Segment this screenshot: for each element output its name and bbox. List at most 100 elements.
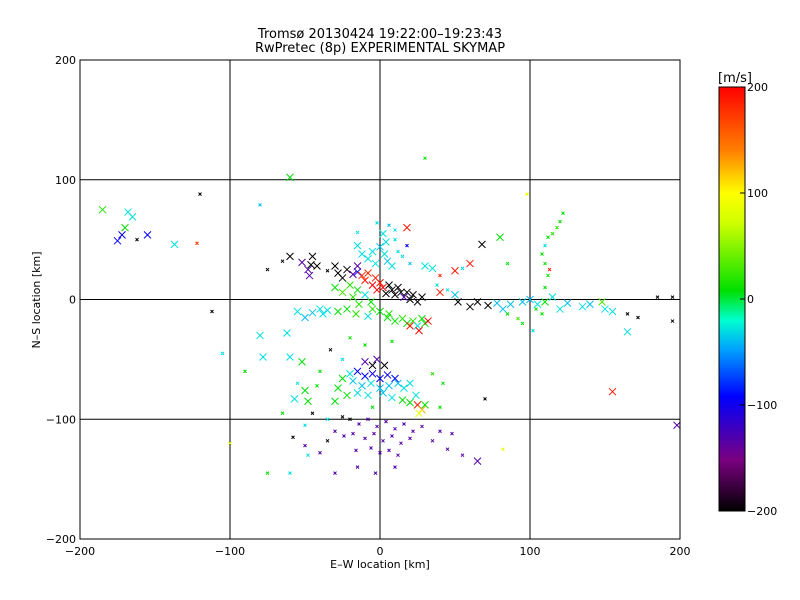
marker-stroke: [338, 374, 347, 383]
echo-marker-large: [388, 262, 396, 270]
marker-stroke: [316, 305, 324, 313]
marker-stroke: [393, 228, 397, 232]
marker-stroke: [290, 395, 299, 403]
echo-marker: [543, 243, 547, 248]
echo-marker: [561, 211, 565, 216]
echo-marker-large: [113, 236, 122, 245]
marker-stroke: [376, 242, 384, 251]
echo-marker: [531, 328, 535, 333]
marker-stroke: [121, 223, 129, 232]
echo-marker-large: [358, 381, 366, 390]
echo-marker-large: [331, 397, 339, 406]
echo-marker: [441, 381, 445, 386]
marker-stroke: [375, 221, 379, 225]
echo-marker-large: [338, 288, 347, 297]
echo-marker-large: [409, 290, 417, 299]
echo-marker-large: [400, 384, 408, 392]
echo-marker: [438, 405, 442, 410]
marker-stroke: [363, 343, 367, 347]
marker-stroke: [454, 298, 462, 306]
marker-stroke: [354, 448, 358, 453]
echo-marker-large: [403, 288, 411, 297]
marker-stroke: [400, 293, 408, 301]
echo-marker-large: [143, 230, 152, 239]
echo-marker-large: [353, 268, 362, 276]
y-tick-label: 100: [55, 174, 76, 187]
marker-stroke: [358, 271, 366, 280]
marker-stroke: [265, 267, 270, 272]
echo-marker-large: [382, 289, 390, 298]
marker-stroke: [421, 262, 429, 270]
marker-stroke: [331, 283, 339, 292]
marker-stroke: [349, 293, 357, 301]
colorbar-tick-label: −100: [747, 399, 777, 412]
echo-marker: [636, 315, 640, 320]
marker-stroke: [623, 327, 632, 336]
echo-marker-large: [376, 374, 384, 383]
echo-marker-large: [298, 357, 306, 366]
marker-stroke: [424, 317, 432, 325]
marker-stroke: [598, 298, 606, 306]
marker-stroke: [325, 417, 330, 422]
echo-marker-large: [586, 300, 594, 309]
marker-stroke: [135, 237, 139, 242]
echo-marker: [310, 411, 315, 416]
chart-title: Tromsø 20130424 19:22:00–19:23:43: [257, 27, 502, 42]
marker-stroke: [118, 230, 126, 239]
marker-stroke: [338, 288, 347, 297]
echo-marker: [306, 453, 310, 458]
marker-stroke: [357, 422, 361, 426]
marker-stroke: [353, 367, 362, 376]
echo-marker-large: [376, 307, 384, 316]
marker-stroke: [391, 374, 399, 383]
marker-stroke: [368, 361, 377, 370]
marker-stroke: [670, 319, 675, 323]
echo-marker-large: [415, 409, 423, 418]
marker-stroke: [334, 269, 342, 278]
marker-stroke: [388, 393, 396, 402]
marker-stroke: [673, 421, 681, 430]
echo-marker-large: [313, 262, 321, 270]
echo-marker-large: [421, 262, 429, 270]
echo-marker: [408, 261, 412, 266]
marker-stroke: [445, 288, 450, 292]
echo-marker-large: [484, 301, 492, 310]
marker-stroke: [319, 310, 327, 318]
marker-stroke: [402, 422, 406, 426]
marker-stroke: [390, 434, 394, 438]
echo-marker-large: [349, 377, 357, 385]
marker-stroke: [379, 229, 387, 238]
echo-marker-large: [379, 389, 387, 397]
marker-stroke: [496, 233, 504, 242]
echo-marker-large: [403, 223, 411, 232]
echo-marker-large: [323, 306, 332, 315]
echo-marker: [655, 295, 660, 299]
echo-marker: [423, 156, 427, 161]
y-tick-label: 200: [55, 54, 76, 67]
marker-stroke: [428, 264, 437, 273]
marker-stroke: [98, 205, 107, 214]
marker-stroke: [506, 300, 515, 309]
echo-marker-large: [382, 238, 390, 246]
echo-marker: [291, 435, 295, 440]
echo-marker: [450, 431, 454, 436]
marker-stroke: [380, 361, 389, 370]
echo-marker: [399, 441, 403, 446]
marker-stroke: [371, 274, 380, 282]
echo-marker: [430, 438, 435, 443]
echo-marker-large: [473, 298, 482, 306]
echo-marker-large: [598, 298, 606, 306]
marker-stroke: [400, 254, 405, 259]
marker-stroke: [398, 314, 407, 323]
marker-stroke: [346, 281, 354, 289]
marker-stroke: [466, 259, 474, 268]
echo-marker: [357, 422, 361, 426]
marker-stroke: [555, 225, 559, 230]
y-tick-label: −100: [46, 413, 76, 426]
echo-marker-large: [371, 259, 380, 268]
marker-stroke: [550, 231, 555, 236]
marker-stroke: [561, 211, 565, 216]
marker-stroke: [373, 471, 378, 475]
echo-marker: [547, 267, 552, 272]
marker-stroke: [355, 465, 360, 470]
